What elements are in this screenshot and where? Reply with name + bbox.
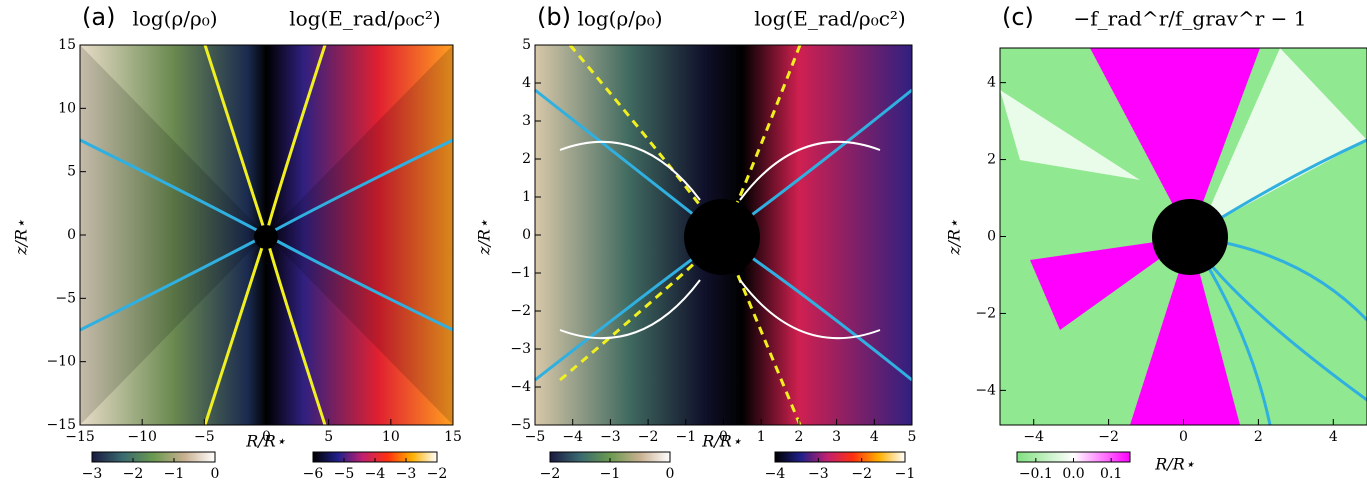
- panel-a-image: [80, 45, 453, 425]
- x-tick-label: 2: [794, 429, 803, 445]
- panel-b-image: [535, 45, 912, 425]
- y-tick-label: −2: [975, 305, 996, 321]
- y-axis-label: z/R⋆: [12, 219, 31, 256]
- y-tick-label: −10: [46, 354, 76, 370]
- panel-title: −f_rad^r/f_grav^r − 1: [1073, 7, 1306, 31]
- colorbar-tick-label: −3: [82, 466, 103, 482]
- x-tick-label: 4: [870, 429, 879, 445]
- panel-label: (a): [82, 3, 115, 31]
- colorbar-tick-label: −2: [540, 466, 561, 482]
- y-axis-label: z/R⋆: [945, 219, 964, 256]
- x-tick-label: 10: [382, 429, 400, 445]
- x-tick-label: 3: [832, 429, 841, 445]
- y-tick-label: 5: [522, 37, 531, 53]
- colorbar-tick-label: −0.1: [1019, 466, 1053, 482]
- y-tick-label: 2: [522, 151, 531, 167]
- colorbar: [775, 452, 905, 462]
- x-tick-label: −1: [675, 429, 696, 445]
- colorbar-tick-label: −3: [396, 466, 417, 482]
- colorbar-tick-label: 0.1: [1100, 466, 1122, 482]
- y-tick-label: −2: [510, 303, 531, 319]
- x-tick-label: −2: [638, 429, 659, 445]
- x-tick-label: −4: [562, 429, 583, 445]
- y-tick-label: 3: [522, 113, 531, 129]
- x-tick-label: 4: [1329, 429, 1338, 445]
- colorbar-tick-label: 0.0: [1062, 466, 1084, 482]
- y-tick-label: −4: [975, 382, 996, 398]
- y-tick-label: 0: [522, 227, 531, 243]
- colorbar-tick-label: −3: [808, 466, 829, 482]
- y-tick-label: 0: [987, 229, 996, 245]
- colorbar-tick-label: −1: [164, 466, 185, 482]
- panel-label: (b): [537, 3, 571, 31]
- y-tick-label: 15: [58, 37, 76, 53]
- panel-title: log(E_rad/ρ₀c²): [289, 7, 440, 31]
- y-tick-label: 1: [522, 189, 531, 205]
- y-tick-label: 4: [522, 75, 531, 91]
- panel-title: log(ρ/ρ₀): [577, 7, 662, 31]
- panel-c-image: [1000, 48, 1367, 425]
- y-tick-label: −5: [510, 417, 531, 433]
- x-tick-label: −3: [600, 429, 621, 445]
- x-axis-label: R/R⋆: [701, 432, 742, 451]
- y-tick-label: 5: [67, 164, 76, 180]
- colorbar-tick-label: −4: [765, 466, 786, 482]
- colorbar-tick-label: −5: [334, 466, 355, 482]
- colorbar-tick-label: −1: [895, 466, 916, 482]
- x-tick-label: 5: [908, 429, 917, 445]
- x-tick-label: −5: [194, 429, 215, 445]
- y-tick-label: 10: [58, 100, 76, 116]
- colorbar-tick-label: 0: [211, 466, 220, 482]
- x-tick-label: 5: [324, 429, 333, 445]
- colorbar-tick-label: −6: [303, 466, 324, 482]
- x-tick-label: 0: [1179, 429, 1188, 445]
- y-tick-label: −15: [46, 417, 76, 433]
- y-tick-label: −1: [510, 265, 531, 281]
- colorbar-tick-label: −2: [123, 466, 144, 482]
- y-tick-label: 4: [987, 75, 996, 91]
- colorbar-tick-label: 0: [666, 466, 675, 482]
- x-tick-label: 2: [1254, 429, 1263, 445]
- figure: −15−10−5051015−15−10−5051015(a)log(ρ/ρ₀)…: [0, 0, 1367, 485]
- colorbar-tick-label: −2: [851, 466, 872, 482]
- colorbar-tick-label: −1: [600, 466, 621, 482]
- colorbar: [92, 452, 215, 462]
- panel-title: log(E_rad/ρ₀c²): [754, 7, 905, 31]
- y-axis-label: z/R⋆: [475, 219, 494, 256]
- y-tick-label: −5: [55, 290, 76, 306]
- x-tick-label: 15: [444, 429, 462, 445]
- x-tick-label: −10: [127, 429, 157, 445]
- x-tick-label: −2: [1098, 429, 1119, 445]
- panel-title: log(ρ/ρ₀): [132, 7, 217, 31]
- x-axis-label: R/R⋆: [1154, 455, 1195, 474]
- colorbar-tick-label: −2: [427, 466, 448, 482]
- panel-label: (c): [1002, 3, 1034, 31]
- y-tick-label: −3: [510, 341, 531, 357]
- y-tick-label: 2: [987, 152, 996, 168]
- x-axis-label: R/R⋆: [245, 432, 286, 451]
- x-tick-label: 1: [757, 429, 766, 445]
- y-tick-label: −4: [510, 379, 531, 395]
- x-tick-label: −4: [1023, 429, 1044, 445]
- colorbar-tick-label: −4: [365, 466, 386, 482]
- y-tick-label: 0: [67, 227, 76, 243]
